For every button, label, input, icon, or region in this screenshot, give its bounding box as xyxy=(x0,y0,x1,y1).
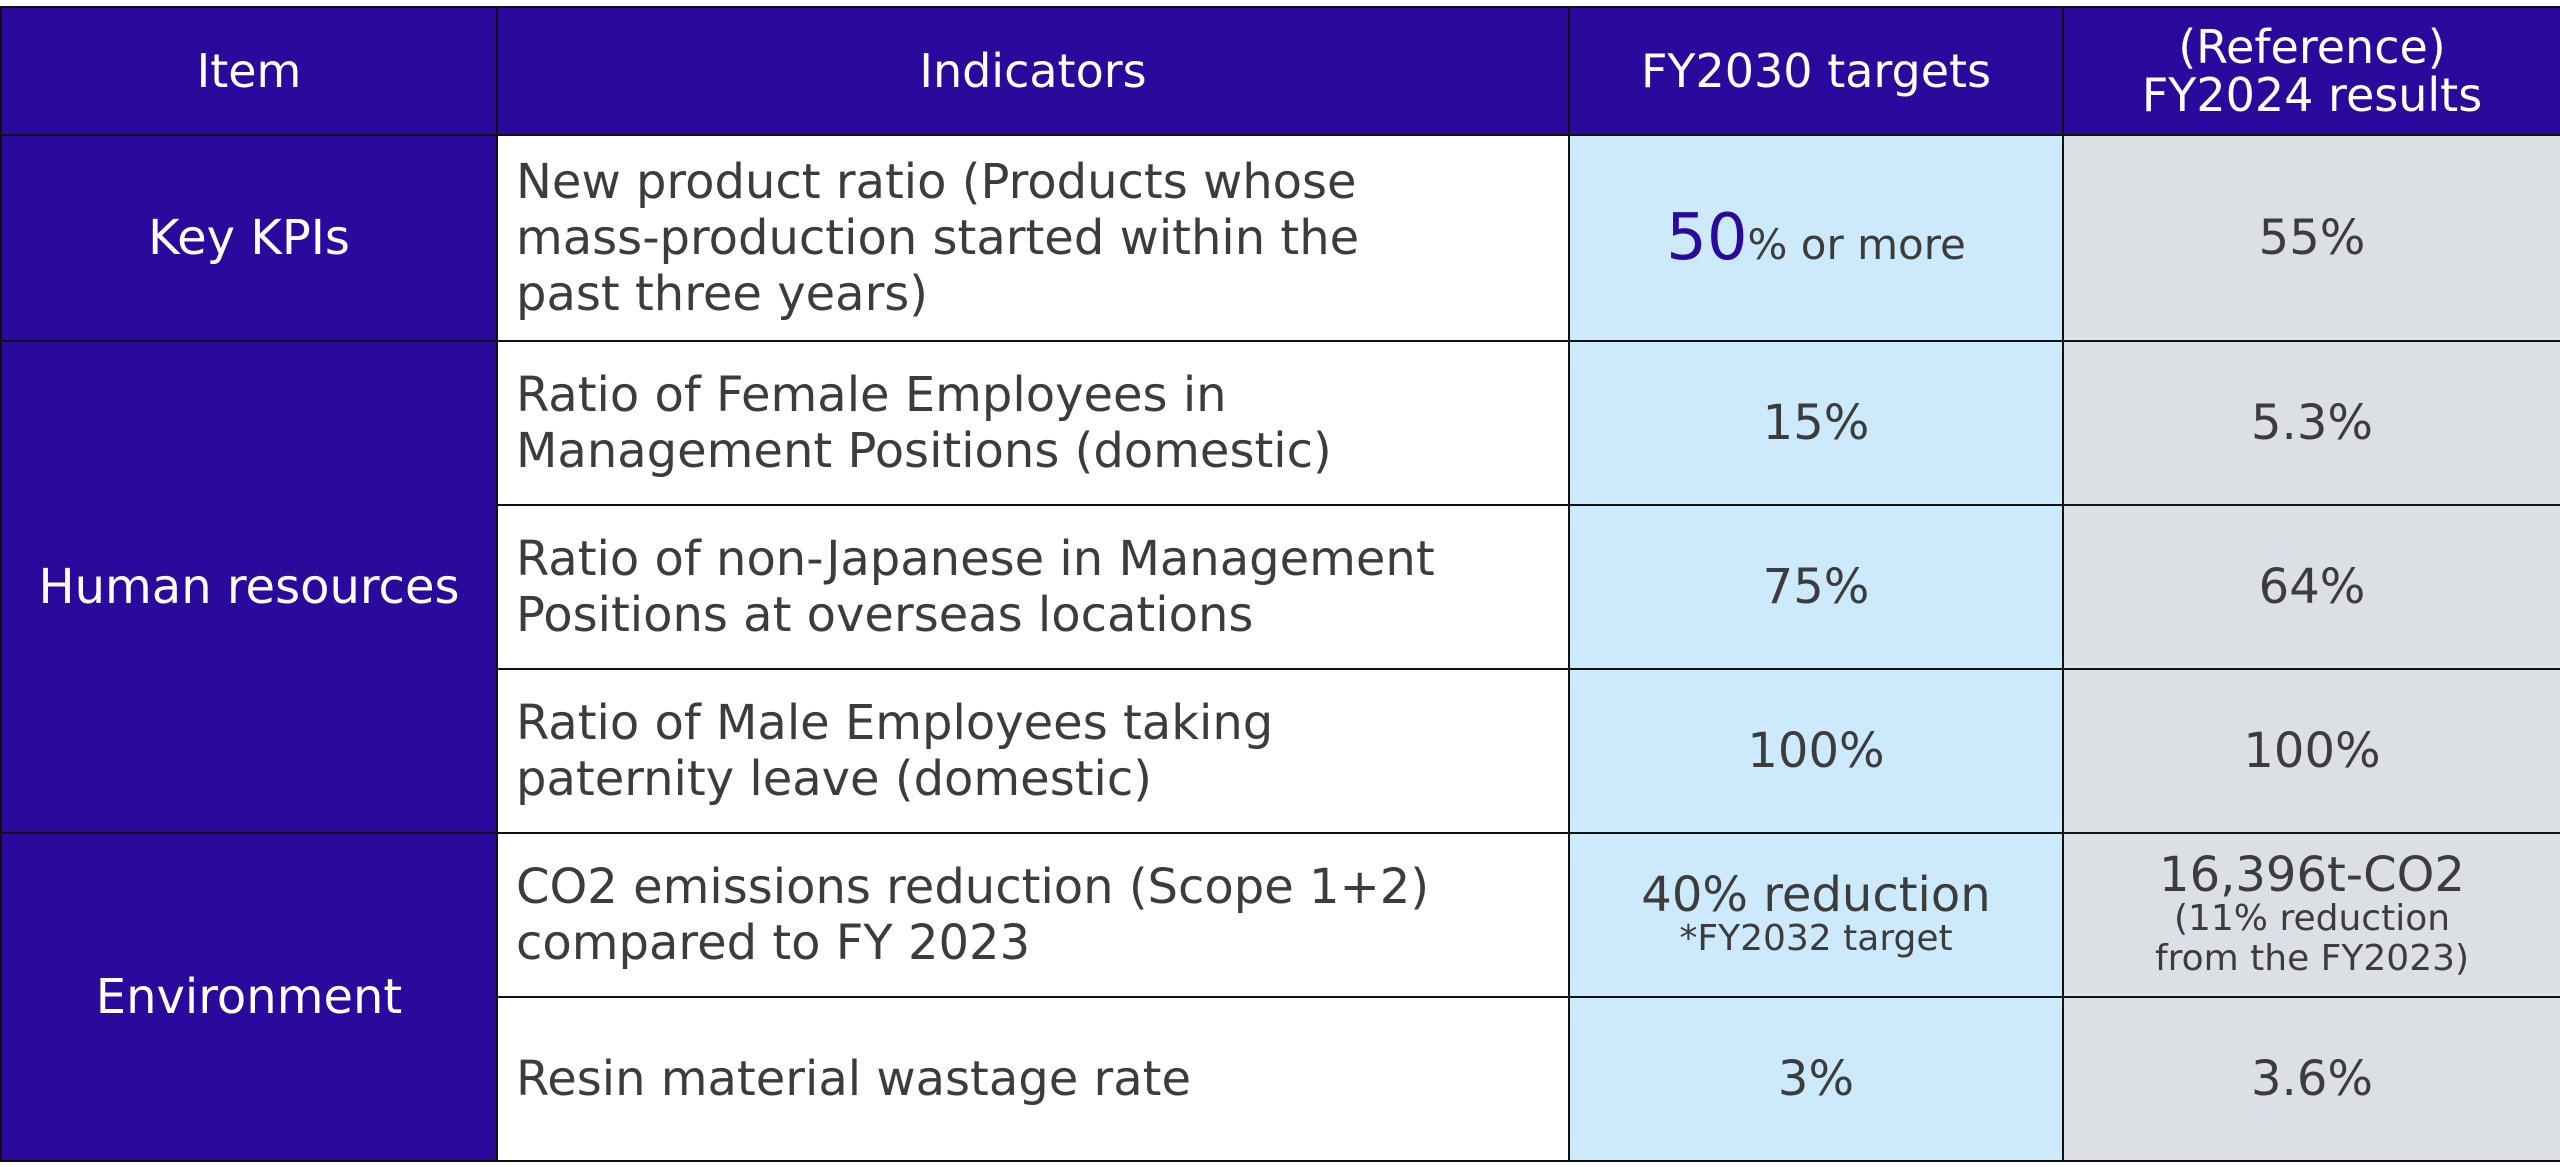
header-row: Item Indicators FY2030 targets (Referenc… xyxy=(0,6,2560,136)
target-rest: % or more xyxy=(1747,220,1966,269)
table-row: Human resources Ratio of Female Employee… xyxy=(0,340,2560,834)
result-cell: 3.6% xyxy=(2062,996,2560,1162)
kpi-table: Item Indicators FY2030 targets (Referenc… xyxy=(0,6,2560,1162)
result-note-line2: from the FY2023) xyxy=(2154,938,2470,979)
target-value: 40% reduction xyxy=(1641,867,1991,924)
indicator-cell: Ratio of non-Japanese in Management Posi… xyxy=(496,504,1570,670)
result-value: 16,396t-CO2 xyxy=(2159,847,2465,904)
target-big-value: 50 xyxy=(1666,201,1748,275)
target-cell: 75% xyxy=(1568,504,2064,670)
header-targets: FY2030 targets xyxy=(1568,6,2064,136)
target-cell: 15% xyxy=(1568,340,2064,506)
indicator-cell: CO2 emissions reduction (Scope 1+2) comp… xyxy=(496,832,1570,998)
header-indicators: Indicators xyxy=(496,6,1570,136)
result-cell: 55% xyxy=(2062,134,2560,342)
table-row: Resin material wastage rate 3% 3.6% xyxy=(1,996,2560,1162)
result-cell: 5.3% xyxy=(2062,340,2560,506)
indicator-cell: New product ratio (Products whose mass-p… xyxy=(496,134,1570,342)
item-cell: Key KPIs xyxy=(0,134,498,342)
target-cell: 40% reduction *FY2032 target xyxy=(1568,832,2064,998)
result-cell: 64% xyxy=(2062,504,2560,670)
table-row: Key KPIs New product ratio (Products who… xyxy=(0,134,2560,342)
indicator-cell: Resin material wastage rate xyxy=(496,996,1570,1162)
target-cell: 100% xyxy=(1568,668,2064,834)
header-results-line2: FY2024 results xyxy=(2141,68,2483,122)
result-note-line1: (11% reduction xyxy=(2173,898,2451,940)
target-cell: 50% or more xyxy=(1568,134,2064,342)
header-results: (Reference) FY2024 results xyxy=(2062,6,2560,136)
table-row: Ratio of non-Japanese in Management Posi… xyxy=(1,504,2560,670)
header-results-line1: (Reference) xyxy=(2178,19,2446,74)
table-row: Environment CO2 emissions reduction (Sco… xyxy=(0,832,2560,1162)
result-cell: 16,396t-CO2 (11% reduction from the FY2023… xyxy=(2062,832,2560,998)
item-cell: Environment xyxy=(0,832,498,1162)
result-cell: 100% xyxy=(2062,668,2560,834)
indicator-cell: Ratio of Male Employees taking paternity… xyxy=(496,668,1570,834)
header-item: Item xyxy=(0,6,498,136)
table-row: Ratio of Male Employees taking paternity… xyxy=(1,668,2560,834)
item-cell: Human resources xyxy=(0,340,498,834)
target-note: *FY2032 target xyxy=(1679,918,1953,960)
target-cell: 3% xyxy=(1568,996,2064,1162)
indicator-cell: Ratio of Female Employees in Management … xyxy=(496,340,1570,506)
